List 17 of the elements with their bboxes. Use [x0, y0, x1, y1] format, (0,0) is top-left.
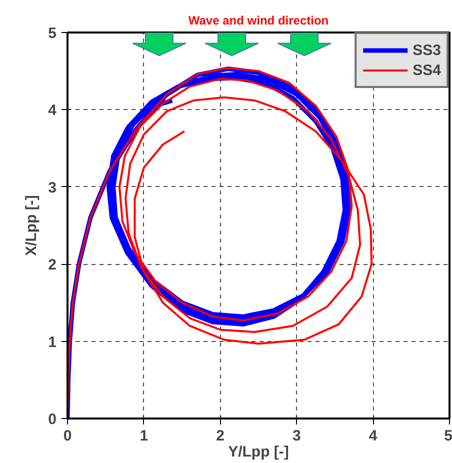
legend-label: SS3	[412, 42, 441, 58]
x-tick-label: 5	[444, 428, 452, 444]
y-tick-label: 5	[48, 25, 56, 42]
x-tick-label: 3	[292, 428, 301, 444]
x-tick-label: 0	[63, 428, 72, 444]
y-tick-label: 0	[48, 411, 56, 428]
y-tick-label: 2	[48, 256, 56, 274]
x-tick-label: 4	[368, 428, 378, 444]
x-tick-label: 2	[216, 428, 224, 444]
y-tick-label: 4	[48, 102, 58, 120]
x-tick-label: 1	[140, 428, 148, 444]
x-axis-title: Y/Lpp [-]	[228, 444, 289, 460]
text: Wave and wind direction	[188, 14, 329, 28]
y-tick-label: 1	[48, 334, 56, 351]
y-axis-title: X/Lpp [-]	[23, 195, 40, 256]
legend-label: SS4	[412, 62, 441, 78]
y-tick-label: 3	[48, 179, 56, 196]
